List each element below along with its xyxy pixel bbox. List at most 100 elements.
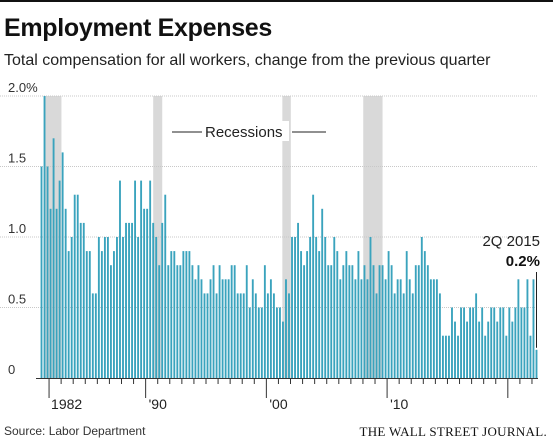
bar: [315, 237, 318, 378]
recessions-label-bg: [203, 121, 289, 141]
bar: [399, 279, 402, 378]
bar: [396, 279, 399, 378]
bar: [209, 279, 212, 378]
bar: [146, 208, 149, 378]
publisher-logo: THE WALL STREET JOURNAL.: [359, 424, 547, 439]
bar: [179, 265, 182, 378]
x-tick-label: '10: [390, 396, 408, 412]
bar: [402, 293, 405, 378]
bar: [423, 251, 426, 378]
bar: [70, 237, 73, 378]
bar: [152, 222, 155, 378]
y-tick-label: 1.5: [8, 151, 26, 166]
bar: [164, 194, 167, 378]
bar: [523, 307, 526, 378]
bar: [125, 222, 127, 378]
bar: [140, 180, 143, 378]
bar: [384, 279, 387, 378]
bar: [448, 335, 450, 378]
bar: [357, 251, 360, 378]
bar: [511, 321, 514, 378]
x-tick-labels: 1982 '90 '00 '10: [51, 396, 408, 412]
bar: [155, 237, 158, 378]
bar: [466, 321, 469, 378]
bar: [336, 251, 339, 378]
chart-title: Employment Expenses: [4, 14, 273, 42]
bar: [496, 321, 499, 378]
bar: [100, 251, 103, 378]
bar: [73, 194, 76, 378]
bar: [475, 293, 478, 378]
bar: [291, 237, 293, 378]
bar: [321, 208, 324, 378]
bar: [218, 265, 221, 378]
bar: [508, 307, 511, 378]
bar: [366, 279, 369, 378]
x-tick-label: 1982: [51, 396, 82, 412]
bar: [445, 335, 447, 378]
bar: [432, 279, 435, 378]
bar: [67, 251, 70, 378]
bars: [40, 96, 538, 378]
bar: [457, 335, 459, 378]
bar: [58, 180, 61, 378]
bar: [221, 279, 224, 378]
bar: [324, 237, 327, 378]
bar: [372, 265, 375, 378]
bar: [197, 265, 200, 378]
chart-subtitle: Total compensation for all workers, chan…: [4, 52, 491, 69]
bar: [387, 251, 390, 378]
bar: [297, 222, 299, 378]
bar: [79, 222, 82, 378]
annotations: Recessions 2Q 2015 0.2%: [172, 121, 540, 348]
bar: [194, 279, 197, 378]
bar: [351, 265, 354, 378]
bar: [420, 237, 423, 378]
bar: [438, 293, 441, 378]
bar: [116, 237, 118, 378]
latest-period-label: 2Q 2015: [482, 233, 540, 250]
y-tick-label: 2.0%: [8, 80, 38, 95]
bar: [82, 222, 85, 378]
bar: [236, 293, 239, 378]
bar: [333, 237, 336, 378]
bar: [40, 166, 43, 378]
bar: [460, 307, 462, 378]
bar: [514, 307, 517, 378]
bar: [49, 208, 52, 378]
bar: [122, 237, 124, 378]
bar: [472, 307, 475, 378]
bar: [463, 307, 465, 378]
bar: [499, 307, 502, 378]
bar: [97, 237, 100, 378]
bar: [185, 251, 188, 378]
y-tick-label: 1.0: [8, 221, 26, 236]
bar: [532, 279, 535, 378]
bar: [390, 265, 393, 378]
bar: [327, 265, 330, 378]
bar: [279, 307, 281, 378]
bar: [285, 279, 287, 378]
bar: [55, 208, 58, 378]
bar: [535, 349, 538, 378]
bar: [487, 321, 490, 378]
bar: [393, 293, 396, 378]
bar: [131, 222, 133, 378]
bar: [85, 251, 88, 378]
gridlines: [0, 95, 538, 308]
bar: [233, 265, 236, 378]
bar: [167, 265, 170, 378]
bar: [363, 265, 366, 378]
bar: [46, 166, 49, 378]
bar: [490, 307, 493, 378]
bar: [64, 208, 67, 378]
bar: [88, 251, 91, 378]
bar: [454, 321, 456, 378]
x-tick-label: '00: [269, 396, 287, 412]
bar: [242, 293, 245, 378]
x-axis: [36, 378, 538, 398]
bar: [375, 293, 378, 378]
bar: [520, 307, 523, 378]
latest-value-label: 0.2%: [506, 253, 540, 270]
bar: [113, 251, 115, 378]
